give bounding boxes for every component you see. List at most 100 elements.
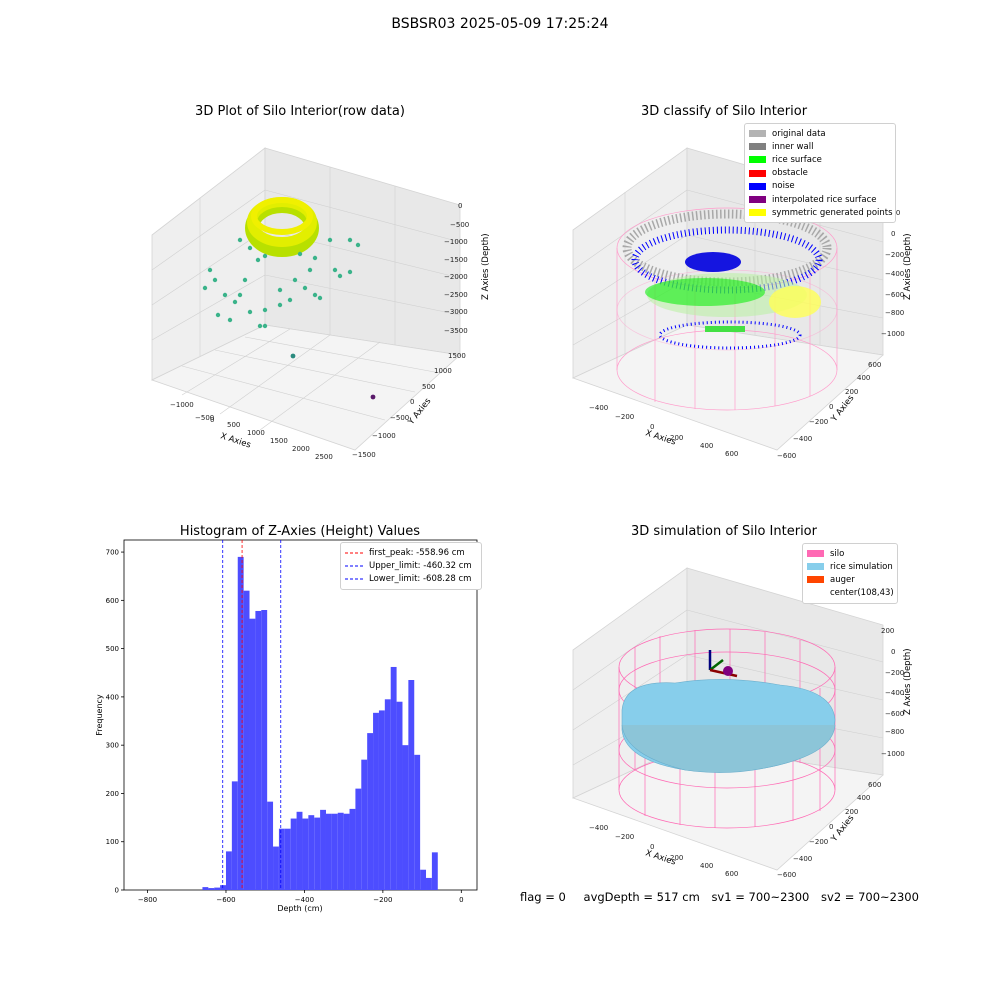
legend-label: inner wall — [772, 141, 814, 152]
legend-entry: interpolated rice surface — [749, 193, 891, 206]
raw-ytick: −1000 — [372, 432, 396, 440]
histogram-bar — [296, 811, 303, 890]
histogram-bar — [384, 699, 391, 890]
simulation-ztick: 200 — [881, 627, 894, 635]
histogram-ytick-label: 700 — [106, 549, 119, 557]
raw-floor-pane — [150, 324, 461, 451]
legend-label: noise — [772, 181, 795, 192]
histogram-bar — [325, 813, 332, 890]
raw-3d-plot: −1000 −500 0 500 1000 1500 2000 2500 150… — [150, 147, 491, 461]
histogram-bar — [343, 813, 350, 890]
legend-swatch-symmetric — [749, 209, 766, 217]
simulation-ytick: 400 — [857, 794, 870, 802]
legend-line-red — [345, 552, 363, 554]
histogram-bar — [414, 754, 421, 890]
classify-xlabel: X Axies — [644, 428, 677, 447]
simulation-xtick: −400 — [589, 824, 608, 832]
classify-ytick: 0 — [829, 403, 833, 411]
simulation-xtick: 0 — [650, 843, 654, 851]
classify-noise-lower — [658, 320, 802, 350]
simulation-plot-title: 3D simulation of Silo Interior — [631, 524, 817, 539]
raw-xtick: 1500 — [270, 437, 288, 445]
histogram-bar — [396, 701, 403, 890]
histogram-bar — [420, 869, 427, 890]
classify-ytick: −400 — [793, 435, 812, 443]
classify-symmetric-points — [769, 286, 821, 318]
histogram-bar — [349, 808, 356, 890]
histogram-bar — [320, 809, 326, 890]
legend-label: interpolated rice surface — [772, 194, 877, 205]
histogram-bar — [267, 801, 274, 890]
classify-inner-wall-points — [622, 209, 832, 287]
simulation-xlabel: X Axies — [644, 848, 677, 867]
legend-label: silo — [830, 548, 845, 559]
classify-ytick: −200 — [809, 418, 828, 426]
histogram-bar — [373, 712, 379, 890]
legend-swatch-wall — [749, 143, 766, 151]
legend-label: auger — [830, 574, 855, 585]
simulation-xtick: 600 — [725, 870, 738, 878]
classify-legend: original data inner wall rice surface ob… — [744, 123, 896, 224]
legend-label: Upper_limit: -460.32 cm — [369, 560, 472, 571]
classify-zlabel: Z Axies (Depth) — [903, 233, 913, 300]
classify-floor-pane — [571, 324, 884, 451]
histogram-bar — [290, 818, 297, 890]
simulation-3d-plot: −400 −200 0 200 400 600 600 400 200 0 −2… — [571, 567, 913, 879]
legend-line-blue — [345, 578, 363, 580]
histogram-bar — [284, 828, 291, 890]
legend-entry: silo — [807, 547, 893, 560]
classify-noise-cluster — [685, 252, 741, 272]
raw-grid — [151, 167, 461, 431]
legend-entry: rice simulation — [807, 560, 893, 573]
raw-ztick: −2500 — [444, 291, 468, 299]
legend-label: Lower_limit: -608.28 cm — [369, 573, 472, 584]
histogram-bar — [402, 745, 409, 890]
simulation-zlabel: Z Axies (Depth) — [903, 648, 913, 715]
classify-noise-ring — [631, 226, 823, 294]
legend-entry: auger — [807, 573, 893, 586]
classify-plot-title: 3D classify of Silo Interior — [640, 104, 808, 119]
histogram-legend: first_peak: -558.96 cm Upper_limit: -460… — [340, 542, 482, 590]
histogram-bar — [314, 817, 321, 890]
legend-swatch-rice — [749, 156, 766, 164]
histogram-xtick-label: −400 — [295, 896, 314, 904]
simulation-ztick: −200 — [885, 669, 904, 677]
classify-ztick: −600 — [885, 291, 904, 299]
histogram-xtick-label: −800 — [138, 896, 157, 904]
histogram-ytick-label: 200 — [106, 790, 119, 798]
histogram-bar — [249, 618, 256, 890]
histogram-bar — [255, 610, 262, 890]
legend-label: symmetric generated points — [772, 207, 893, 218]
legend-swatch-rice-simulation — [807, 563, 824, 571]
raw-point-ring — [245, 197, 319, 257]
legend-swatch-obstacle — [749, 169, 766, 177]
legend-entry: center(108,43) — [807, 587, 894, 600]
legend-label: first_peak: -558.96 cm — [369, 547, 465, 558]
raw-xtick: −1000 — [170, 401, 194, 409]
legend-entry: noise — [749, 180, 891, 193]
status-sv1: sv1 = 700~2300 — [711, 890, 810, 904]
raw-xtick: 1000 — [247, 429, 265, 437]
histogram-bar — [278, 828, 285, 890]
histogram-bar — [331, 813, 338, 890]
histogram-bar — [243, 590, 250, 890]
simulation-xtick: −200 — [615, 833, 634, 841]
raw-xtick: 0 — [210, 416, 214, 424]
histogram-ytick-label: 0 — [115, 887, 119, 895]
classify-ztick: −400 — [885, 270, 904, 278]
legend-entry: Upper_limit: -460.32 cm — [345, 559, 477, 572]
raw-ztick: −2000 — [444, 273, 468, 281]
histogram-bar — [208, 888, 215, 890]
histogram-bar — [261, 610, 268, 890]
histogram-bar — [214, 887, 221, 890]
simulation-ztick: −800 — [885, 728, 904, 736]
classify-xtick: 200 — [670, 434, 683, 442]
classify-ytick: −600 — [777, 452, 796, 460]
status-avg-depth: avgDepth = 517 cm — [583, 890, 700, 904]
status-sv2: sv2 = 700~2300 — [821, 890, 919, 904]
legend-label: rice surface — [772, 154, 822, 165]
histogram-bar — [225, 851, 232, 890]
figure-title: BSBSR03 2025-05-09 17:25:24 — [391, 16, 609, 32]
legend-entry: original data — [749, 127, 891, 140]
raw-ztick: −1000 — [444, 238, 468, 246]
